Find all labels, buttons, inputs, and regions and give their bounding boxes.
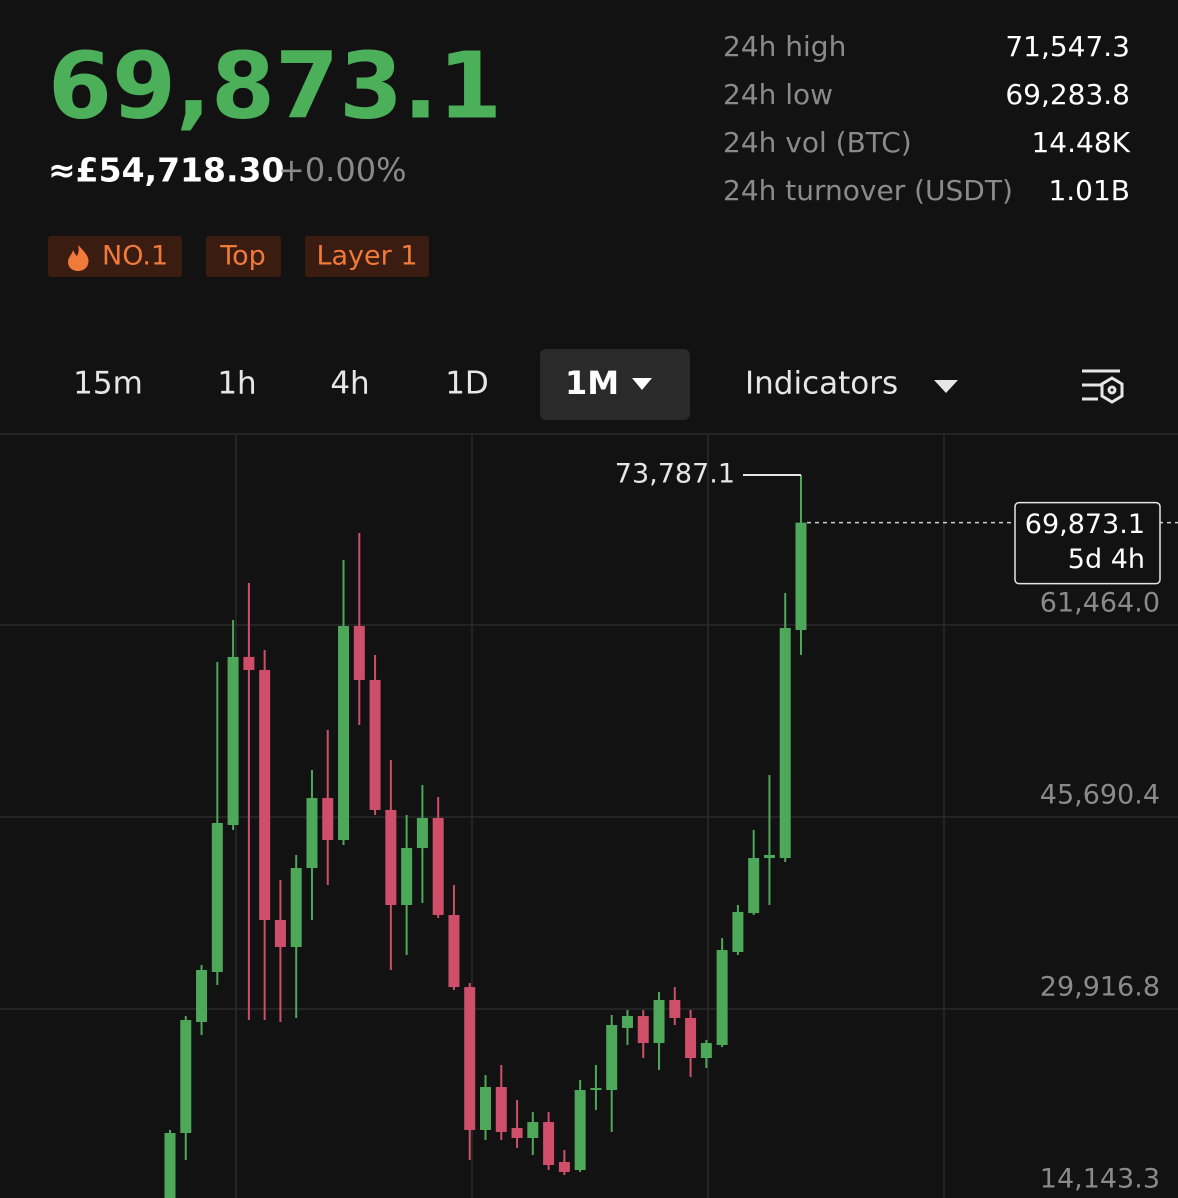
candle-body (259, 669, 271, 920)
candle-body (779, 627, 791, 859)
y-tick-label: 61,464.0 (1040, 588, 1160, 619)
dropdown-arrow (632, 378, 652, 390)
candle-body (685, 1017, 697, 1059)
candle-body (669, 999, 681, 1018)
candle-body (385, 809, 397, 906)
candle-body (211, 822, 223, 972)
y-tick-label: 45,690.4 (1040, 780, 1160, 811)
candle-body (511, 1128, 523, 1138)
candle-body (401, 848, 413, 906)
candle-body (274, 919, 286, 948)
candle-body (700, 1043, 712, 1059)
candle-body (732, 911, 744, 952)
tag: Top (219, 241, 266, 272)
tag-bg (305, 236, 429, 277)
candle-body (306, 798, 318, 869)
candle-body (432, 817, 444, 915)
candle-body (227, 656, 239, 826)
candle-body (495, 1086, 507, 1133)
stat-value: 71,547.3 (1005, 30, 1130, 63)
tag-bg (206, 236, 281, 277)
candle-body (543, 1122, 555, 1166)
y-tick-label: 29,916.8 (1040, 972, 1160, 1003)
stat-label: 24h high (723, 30, 846, 63)
settings-icon[interactable] (1082, 369, 1124, 404)
dropdown-arrow (934, 380, 958, 393)
countdown: 5d 4h (1068, 544, 1145, 575)
candle-body (590, 1087, 602, 1091)
stat-value: 14.48K (1031, 126, 1130, 159)
candle-body (464, 987, 476, 1130)
tab-active[interactable]: 1M (565, 364, 619, 402)
candle-body (795, 522, 807, 631)
candle-body (574, 1090, 586, 1171)
stat-label: 24h vol (BTC) (723, 126, 912, 159)
candle-body (606, 1025, 618, 1091)
candle-body (637, 1016, 649, 1044)
tab[interactable]: 4h (330, 366, 369, 402)
candle-body (480, 1086, 491, 1130)
candle-body (180, 1020, 192, 1133)
candle-body (558, 1161, 570, 1172)
y-tick-label: 14,143.3 (1040, 1164, 1160, 1195)
candle-body (748, 858, 760, 914)
candle-body (369, 679, 381, 810)
tab[interactable]: 1D (445, 366, 489, 402)
candle-body (243, 656, 255, 670)
max-price-label: 73,787.1 (615, 459, 735, 490)
candle-body (353, 626, 365, 680)
candle-body (763, 854, 775, 859)
last-price-label: 69,873.1 (1025, 509, 1145, 540)
active-tab-bg (540, 349, 690, 420)
candle-body (196, 970, 208, 1022)
tab[interactable]: 1h (217, 366, 256, 402)
candle-body (164, 1132, 176, 1198)
candle-body (448, 914, 460, 988)
tag: NO.1 (102, 241, 168, 272)
candle-body (338, 626, 350, 841)
candle-body (621, 1016, 633, 1028)
candle-body (322, 798, 334, 841)
candle-body (716, 950, 728, 1045)
last-price-box (1014, 501, 1161, 585)
tag: Layer 1 (316, 241, 417, 272)
stat-label: 24h low (723, 78, 833, 111)
candle-body (416, 817, 428, 849)
fire-icon (68, 245, 89, 271)
fiat-price: ≈£54,718.30 (48, 151, 284, 190)
candle-body (653, 999, 665, 1044)
stat-value: 69,283.8 (1005, 78, 1130, 111)
stat-value: 1.01B (1048, 174, 1130, 207)
change: +0.00% (278, 151, 406, 189)
stat-label: 24h turnover (USDT) (723, 174, 1013, 207)
candle-body (527, 1122, 539, 1138)
candle-body (290, 868, 302, 948)
price: 69,873.1 (48, 32, 502, 139)
indicators-tab[interactable]: Indicators (745, 366, 898, 402)
plot: 61,464.0 45,690.4 29,916.8 14,143.3 73,787.1… (0, 459, 1178, 1198)
tab[interactable]: 15m (73, 366, 143, 402)
